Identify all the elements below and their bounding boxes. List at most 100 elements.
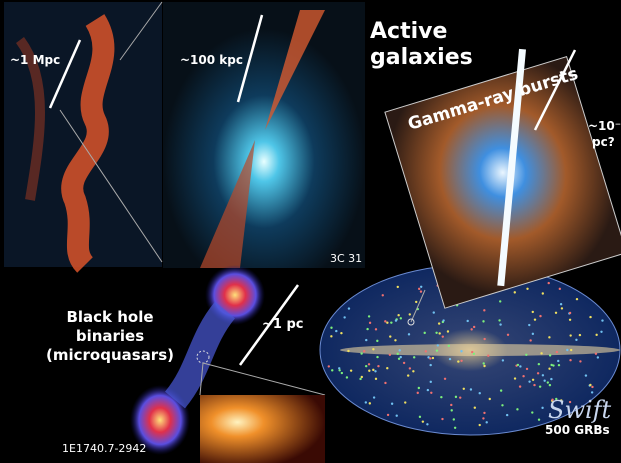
- burst-dot: [328, 365, 330, 367]
- burst-dot: [407, 374, 409, 376]
- burst-dot: [537, 372, 539, 374]
- burst-dot: [375, 378, 377, 380]
- burst-dot: [366, 328, 368, 330]
- burst-dot: [386, 322, 388, 324]
- burst-dot: [397, 286, 399, 288]
- burst-dot: [534, 318, 536, 320]
- scale-label: ~10⁻: [588, 119, 621, 133]
- burst-dot: [575, 339, 577, 341]
- burst-dot: [470, 328, 472, 330]
- burst-dot: [377, 365, 379, 367]
- burst-dot: [387, 414, 389, 416]
- burst-dot: [479, 392, 481, 394]
- caption: 3C 31: [330, 252, 362, 265]
- burst-dot: [589, 316, 591, 318]
- burst-dot: [391, 403, 393, 405]
- burst-dot: [409, 367, 411, 369]
- burst-dot: [368, 315, 370, 317]
- burst-dot: [506, 414, 508, 416]
- burst-dot: [455, 396, 457, 398]
- burst-dot: [447, 330, 449, 332]
- burst-dot: [569, 319, 571, 321]
- burst-dot: [338, 369, 340, 371]
- burst-dot: [394, 339, 396, 341]
- burst-dot: [412, 370, 414, 372]
- burst-dot: [420, 290, 422, 292]
- burst-dot: [365, 365, 367, 367]
- scale-label: ~1 pc: [262, 317, 303, 332]
- burst-dot: [533, 384, 535, 386]
- burst-dot: [514, 291, 516, 293]
- burst-dot: [459, 396, 461, 398]
- burst-dot: [335, 330, 337, 332]
- burst-dot: [382, 294, 384, 296]
- burst-dot: [531, 411, 533, 413]
- burst-dot: [550, 364, 552, 366]
- burst-dot: [340, 332, 342, 334]
- burst-dot: [538, 363, 540, 365]
- burst-dot: [470, 388, 472, 390]
- burst-dot: [526, 368, 528, 370]
- burst-dot: [386, 367, 388, 369]
- microquasar-title: binaries: [76, 327, 144, 345]
- burst-dot: [398, 358, 400, 360]
- burst-dot: [449, 358, 451, 360]
- burst-dot: [360, 352, 362, 354]
- burst-dot: [418, 387, 420, 389]
- burst-dot: [566, 349, 568, 351]
- burst-dot: [359, 378, 361, 380]
- burst-dot: [438, 322, 440, 324]
- burst-dot: [597, 356, 599, 358]
- burst-dot: [548, 336, 550, 338]
- burst-dot: [435, 332, 437, 334]
- burst-dot: [372, 369, 374, 371]
- burst-dot: [514, 377, 516, 379]
- burst-dot: [500, 389, 502, 391]
- burst-dot: [389, 354, 391, 356]
- burst-dot: [436, 349, 438, 351]
- burst-dot: [441, 418, 443, 420]
- burst-dot: [600, 331, 602, 333]
- burst-dot: [415, 301, 417, 303]
- burst-dot: [430, 381, 432, 383]
- burst-dot: [579, 360, 581, 362]
- burst-dot: [373, 396, 375, 398]
- burst-dot: [361, 376, 363, 378]
- burst-dot: [368, 370, 370, 372]
- burst-dot: [396, 415, 398, 417]
- burst-dot: [457, 360, 459, 362]
- burst-dot: [424, 332, 426, 334]
- burst-dot: [346, 376, 348, 378]
- burst-dot: [474, 407, 476, 409]
- burst-dot: [374, 370, 376, 372]
- burst-dot: [522, 375, 524, 377]
- burst-dot: [432, 357, 434, 359]
- microquasar-title: Black hole: [66, 308, 153, 326]
- burst-dot: [389, 335, 391, 337]
- title-line: Active: [370, 19, 447, 44]
- burst-dot: [442, 335, 444, 337]
- burst-dot: [541, 407, 543, 409]
- burst-dot: [529, 339, 531, 341]
- burst-dot: [397, 314, 399, 316]
- burst-dot: [526, 288, 528, 290]
- burst-dot: [576, 298, 578, 300]
- burst-dot: [498, 319, 500, 321]
- burst-dot: [502, 359, 504, 361]
- burst-dot: [473, 353, 475, 355]
- burst-dot: [569, 359, 571, 361]
- slide: ~1 Mpc ~100 kpc 3C 31 Active galaxies Sw…: [0, 0, 621, 463]
- burst-dot: [451, 409, 453, 411]
- burst-dot: [390, 321, 392, 323]
- burst-dot: [372, 348, 374, 350]
- burst-dot: [348, 307, 350, 309]
- burst-dot: [438, 332, 440, 334]
- burst-dot: [538, 418, 540, 420]
- burst-dot: [330, 327, 332, 329]
- burst-dot: [347, 350, 349, 352]
- burst-dot: [595, 334, 597, 336]
- burst-dot: [542, 292, 544, 294]
- burst-dot: [473, 326, 475, 328]
- burst-dot: [341, 372, 343, 374]
- burst-dot: [591, 386, 593, 388]
